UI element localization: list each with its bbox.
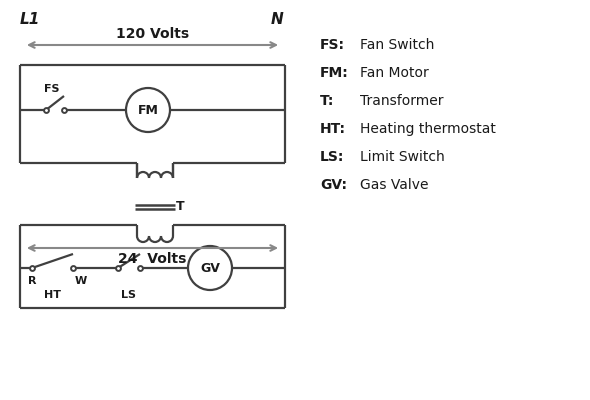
Text: GV: GV <box>200 262 220 274</box>
Text: N: N <box>270 12 283 27</box>
Text: Fan Switch: Fan Switch <box>360 38 434 52</box>
Text: Transformer: Transformer <box>360 94 444 108</box>
Text: FM:: FM: <box>320 66 349 80</box>
Text: HT: HT <box>44 290 61 300</box>
Text: T: T <box>176 200 185 214</box>
Text: Limit Switch: Limit Switch <box>360 150 445 164</box>
Text: HT:: HT: <box>320 122 346 136</box>
Text: LS:: LS: <box>320 150 345 164</box>
Text: W: W <box>75 276 87 286</box>
Text: GV:: GV: <box>320 178 347 192</box>
Text: L1: L1 <box>20 12 40 27</box>
Text: FM: FM <box>137 104 159 116</box>
Text: R: R <box>28 276 36 286</box>
Text: T:: T: <box>320 94 335 108</box>
Text: LS: LS <box>122 290 136 300</box>
Text: 120 Volts: 120 Volts <box>116 27 189 41</box>
Text: Gas Valve: Gas Valve <box>360 178 428 192</box>
Text: FS: FS <box>44 84 60 94</box>
Text: Fan Motor: Fan Motor <box>360 66 429 80</box>
Text: Heating thermostat: Heating thermostat <box>360 122 496 136</box>
Text: FS:: FS: <box>320 38 345 52</box>
Text: 24  Volts: 24 Volts <box>119 252 186 266</box>
